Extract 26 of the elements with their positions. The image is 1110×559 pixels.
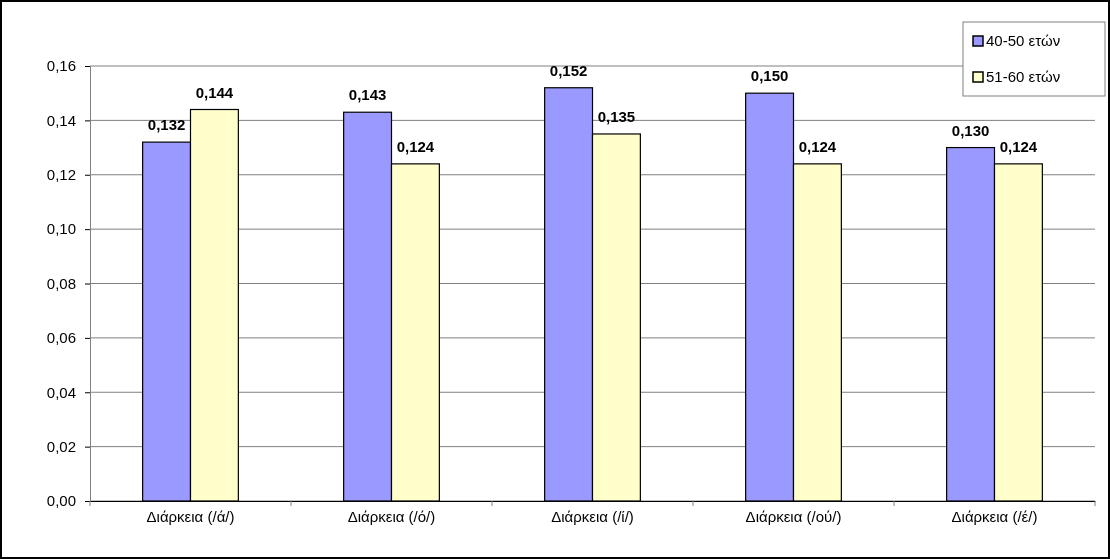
y-tick-label: 0,12	[46, 166, 76, 184]
y-tick-label: 0,04	[46, 383, 76, 401]
data-label: 0,144	[195, 83, 234, 101]
data-label: 0,130	[951, 121, 990, 139]
x-tick-label: Διάρκεια (/έ/)	[951, 508, 1038, 525]
data-label: 0,135	[597, 107, 636, 125]
y-tick-label: 0,02	[46, 437, 76, 455]
x-tick-label: Διάρκεια (/ού/)	[745, 508, 842, 525]
data-label: 0,152	[549, 61, 588, 79]
x-tick-label: Διάρκεια (/ά/)	[146, 508, 235, 525]
data-label: 0,150	[750, 67, 789, 85]
data-label: 0,124	[999, 137, 1038, 155]
y-tick-label: 0,16	[46, 57, 76, 75]
legend-label: 40-50 ετών	[986, 32, 1061, 49]
data-label: 0,124	[396, 137, 435, 155]
y-tick-label: 0,14	[46, 111, 76, 129]
data-label: 0,143	[348, 86, 387, 104]
legend-label: 51-60 ετών	[986, 68, 1061, 85]
data-label: 0,124	[798, 137, 837, 155]
x-tick-label: Διάρκεια (/ό/)	[347, 508, 436, 525]
y-tick-label: 0,00	[46, 492, 76, 510]
y-tick-label: 0,08	[46, 274, 76, 292]
data-label: 0,132	[147, 116, 186, 134]
y-tick-label: 0,10	[46, 220, 76, 238]
y-tick-label: 0,06	[46, 329, 76, 347]
x-tick-label: Διάρκεια (/ί/)	[551, 508, 634, 525]
